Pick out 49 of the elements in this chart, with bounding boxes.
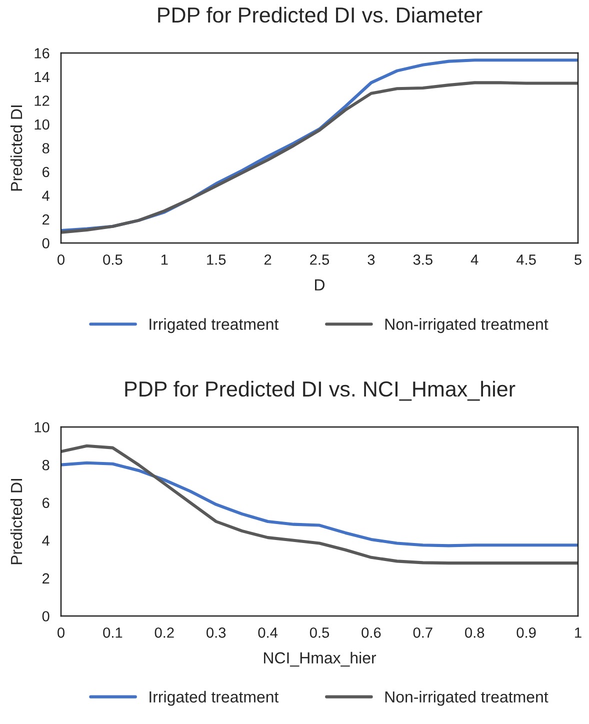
x-tick-label: 0.8 [465,627,484,638]
x-tick-label: 0.3 [206,627,226,638]
x-tick-label: 0.6 [362,627,381,638]
x-tick-label: 0.2 [154,627,174,638]
x-tick-label: 1.5 [207,254,226,265]
x-tick-label: 0.5 [310,627,330,638]
y-tick-label: 14 [34,72,50,82]
y-tick-label: 2 [42,214,50,225]
x-tick-label: 3 [368,254,375,265]
x-tick-label: 4 [470,254,478,265]
legend-label: Non-irrigated treatment [385,318,548,334]
y-tick-label: 4 [42,536,50,546]
y-tick-label: 6 [42,498,50,508]
chart-title: PDP for Predicted DI vs. NCI_Hmax_hier [125,380,516,401]
x-axis-title: NCI_Hmax_hier [264,652,376,667]
y-axis-title: Predicted DI [10,106,22,191]
x-tick-label: 0.9 [516,627,536,638]
line-series [61,444,578,565]
x-tick-label: 0 [58,254,64,265]
x-tick-label: 2 [264,254,272,265]
y-tick-label: 4 [42,190,50,201]
y-tick-label: 0 [42,611,50,622]
x-tick-label: 1 [161,254,168,265]
line-series [61,461,578,548]
x-tick-label: 0.5 [103,254,122,265]
y-tick-label: 6 [42,166,50,178]
x-tick-label: 0.7 [413,627,432,638]
x-tick-label: 4.5 [516,254,536,265]
x-tick-label: 0 [58,627,64,638]
x-tick-label: 0.4 [258,627,278,638]
legend-label: Non-irrigated treatment [385,690,548,706]
y-axis-title: Predicted DI [10,479,22,564]
x-axis-title: D [315,279,325,290]
x-tick-label: 0.1 [103,627,122,638]
y-tick-label: 12 [34,96,50,106]
y-tick-label: 8 [42,143,50,154]
x-tick-label: 2.5 [310,254,330,265]
x-tick-label: 3.5 [413,254,432,265]
y-tick-label: 2 [42,573,50,584]
y-tick-label: 16 [34,48,50,58]
y-tick-label: 10 [34,119,50,130]
legend-label: Irrigated treatment [150,318,279,334]
y-tick-label: 10 [34,422,50,432]
x-tick-label: 1 [575,628,582,638]
y-tick-label: 0 [42,238,50,248]
x-tick-label: 5 [574,254,582,265]
y-tick-label: 8 [42,460,50,470]
legend-label: Irrigated treatment [150,690,279,706]
chart-title: PDP for Predicted DI vs. Diameter [158,6,482,23]
